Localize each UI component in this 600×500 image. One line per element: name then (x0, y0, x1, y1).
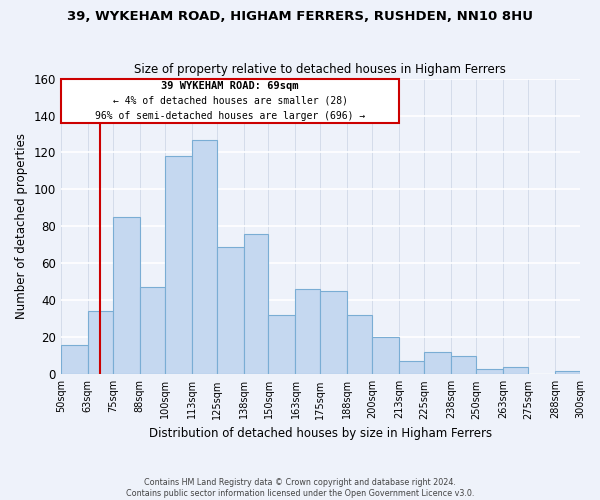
Bar (61, 344, 88, 374)
Text: 39 WYKEHAM ROAD: 69sqm: 39 WYKEHAM ROAD: 69sqm (161, 81, 299, 91)
Bar (244, 234, 268, 374)
Bar (555, 370, 580, 374)
Bar (113, 217, 140, 374)
FancyBboxPatch shape (61, 78, 400, 123)
Bar (191, 140, 217, 374)
Text: ← 4% of detached houses are smaller (28): ← 4% of detached houses are smaller (28) (113, 96, 347, 106)
Bar (451, 356, 476, 374)
Bar (424, 352, 451, 374)
Bar (268, 315, 295, 374)
Bar (88, 312, 113, 374)
Bar (164, 156, 191, 374)
Bar (476, 369, 503, 374)
Bar (217, 247, 244, 374)
Bar (140, 288, 164, 374)
Text: Contains HM Land Registry data © Crown copyright and database right 2024.
Contai: Contains HM Land Registry data © Crown c… (126, 478, 474, 498)
Bar (373, 338, 400, 374)
Bar (320, 291, 347, 374)
Text: 39, WYKEHAM ROAD, HIGHAM FERRERS, RUSHDEN, NN10 8HU: 39, WYKEHAM ROAD, HIGHAM FERRERS, RUSHDE… (67, 10, 533, 23)
Y-axis label: Number of detached properties: Number of detached properties (15, 134, 28, 320)
X-axis label: Distribution of detached houses by size in Higham Ferrers: Distribution of detached houses by size … (149, 427, 492, 440)
Bar (400, 362, 424, 374)
Title: Size of property relative to detached houses in Higham Ferrers: Size of property relative to detached ho… (134, 63, 506, 76)
Bar (347, 315, 373, 374)
Bar (295, 290, 320, 374)
Text: 96% of semi-detached houses are larger (696) →: 96% of semi-detached houses are larger (… (95, 110, 365, 120)
Bar (503, 367, 528, 374)
